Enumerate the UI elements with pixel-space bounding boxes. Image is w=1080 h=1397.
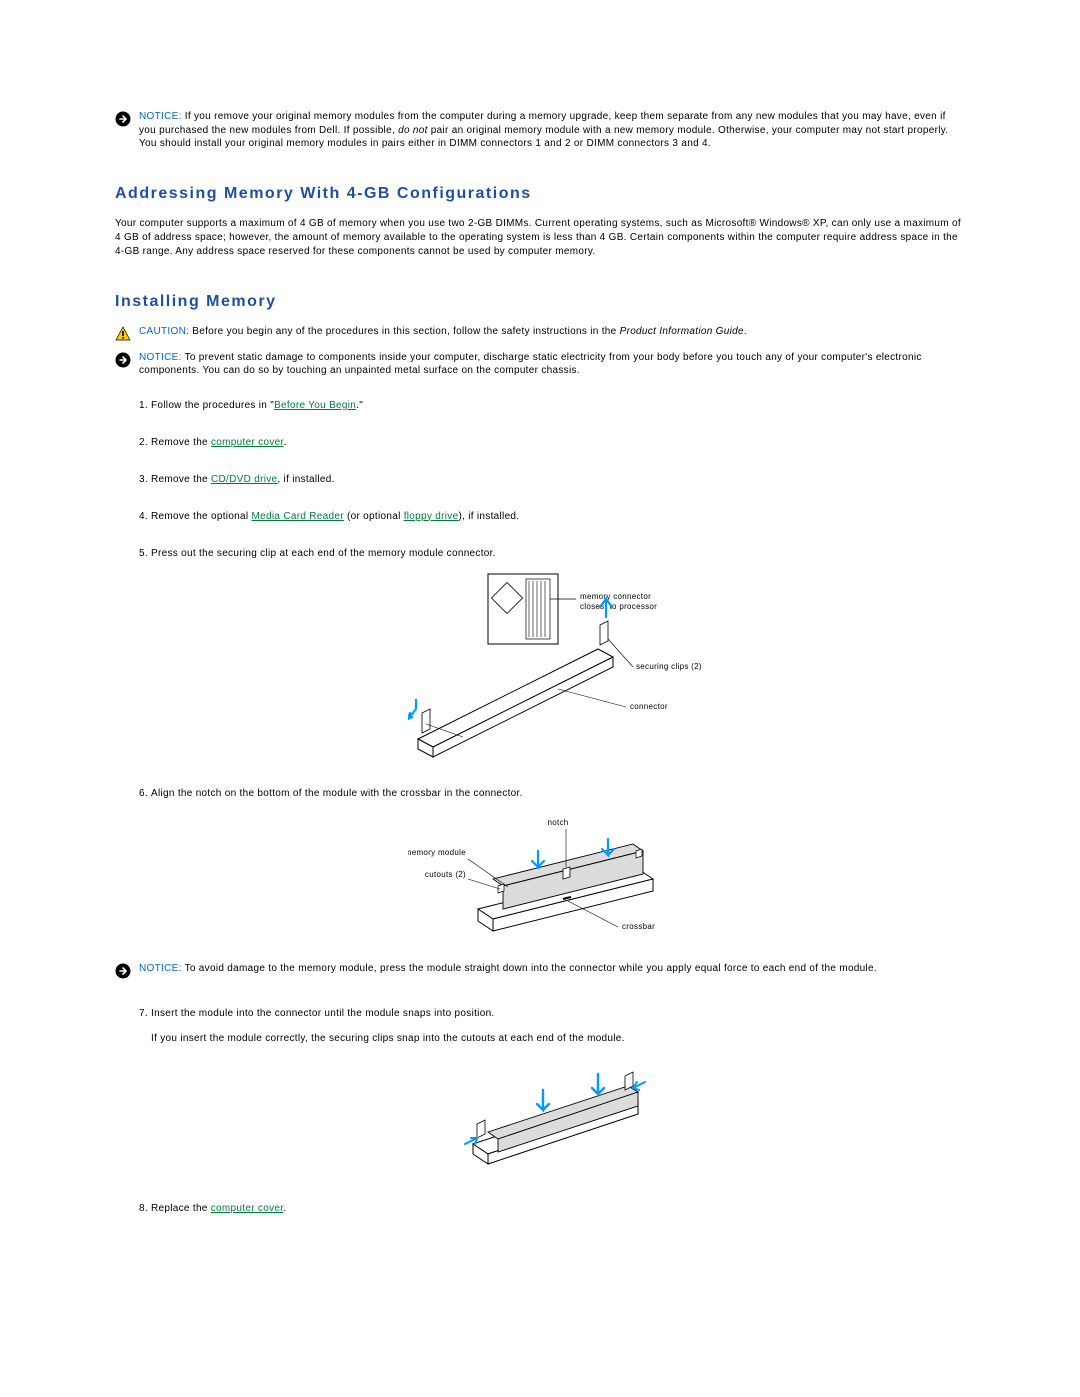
link-computer-cover[interactable]: computer cover bbox=[211, 1203, 284, 1214]
caution-text: CAUTION: Before you begin any of the pro… bbox=[139, 325, 965, 339]
figure-align-notch: notch memory module cutouts (2) crossbar bbox=[151, 809, 965, 944]
notice-icon bbox=[115, 962, 139, 984]
svg-text:memory connector: memory connector bbox=[580, 592, 651, 601]
svg-text:securing clips (2): securing clips (2) bbox=[636, 662, 702, 671]
link-floppy-drive[interactable]: floppy drive bbox=[404, 511, 459, 522]
notice-icon bbox=[115, 351, 139, 371]
notice-text: NOTICE: To avoid damage to the memory mo… bbox=[139, 962, 965, 976]
step-2: Remove the computer cover. bbox=[151, 435, 965, 450]
svg-text:closest to processor: closest to processor bbox=[580, 602, 657, 611]
svg-text:connector: connector bbox=[630, 702, 668, 711]
link-before-you-begin[interactable]: Before You Begin bbox=[274, 400, 356, 411]
svg-text:crossbar: crossbar bbox=[622, 922, 655, 931]
caution-icon bbox=[115, 325, 139, 345]
procedure-steps: Follow the procedures in "Before You Beg… bbox=[115, 398, 965, 1216]
notice-icon bbox=[115, 110, 139, 130]
step-7-sub: If you insert the module correctly, the … bbox=[151, 1031, 965, 1046]
notice-block: NOTICE: To avoid damage to the memory mo… bbox=[115, 962, 965, 984]
notice-text: NOTICE: If you remove your original memo… bbox=[139, 110, 965, 151]
body-paragraph: Your computer supports a maximum of 4 GB… bbox=[115, 217, 965, 259]
notice-block: NOTICE: If you remove your original memo… bbox=[115, 110, 965, 151]
step-3: Remove the CD/DVD drive, if installed. bbox=[151, 472, 965, 487]
link-computer-cover[interactable]: computer cover bbox=[211, 437, 284, 448]
figure-connector-clips: memory connector closest to processor bbox=[151, 569, 965, 764]
notice-text: NOTICE: To prevent static damage to comp… bbox=[139, 351, 965, 378]
svg-text:memory module: memory module bbox=[408, 848, 466, 857]
notice-label: NOTICE: bbox=[139, 963, 182, 974]
notice-label: NOTICE: bbox=[139, 111, 182, 122]
step-1: Follow the procedures in "Before You Beg… bbox=[151, 398, 965, 413]
step-5: Press out the securing clip at each end … bbox=[151, 546, 965, 764]
step-6: Align the notch on the bottom of the mod… bbox=[151, 786, 965, 984]
notice-label: NOTICE: bbox=[139, 352, 182, 363]
section-heading-addressing: Addressing Memory With 4-GB Configuratio… bbox=[115, 185, 965, 203]
document-page: NOTICE: If you remove your original memo… bbox=[0, 0, 1080, 1318]
notice-block: NOTICE: To prevent static damage to comp… bbox=[115, 351, 965, 378]
svg-text:cutouts (2): cutouts (2) bbox=[425, 870, 466, 879]
link-cd-dvd-drive[interactable]: CD/DVD drive bbox=[211, 474, 277, 485]
step-4: Remove the optional Media Card Reader (o… bbox=[151, 509, 965, 524]
step-7: Insert the module into the connector unt… bbox=[151, 1006, 965, 1179]
section-heading-installing: Installing Memory bbox=[115, 293, 965, 311]
step-8: Replace the computer cover. bbox=[151, 1201, 965, 1216]
svg-text:notch: notch bbox=[547, 818, 568, 827]
caution-label: CAUTION: bbox=[139, 326, 189, 337]
caution-block: CAUTION: Before you begin any of the pro… bbox=[115, 325, 965, 345]
link-media-card-reader[interactable]: Media Card Reader bbox=[252, 511, 344, 522]
figure-insert-module bbox=[151, 1054, 965, 1179]
